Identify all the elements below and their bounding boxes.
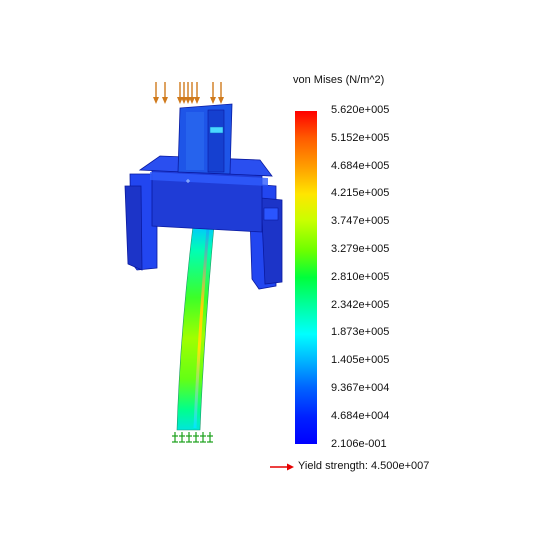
fixture-icon (193, 432, 199, 443)
legend-tick-label: 1.873e+005 (331, 326, 390, 339)
fixture-icon (186, 432, 192, 443)
legend-tick-label: 4.684e+005 (331, 159, 390, 172)
load-arrows (153, 82, 224, 104)
legend-tick-label: 3.747e+005 (331, 215, 390, 228)
yield-strength-label: Yield strength: 4.500e+007 (298, 460, 430, 472)
legend-tick-label: 4.215e+005 (331, 187, 390, 200)
bracket-body (124, 103, 283, 290)
yield-arrow-icon (270, 463, 294, 471)
load-arrow-icon (185, 82, 191, 104)
load-arrow-icon (162, 82, 168, 104)
load-arrow-icon (177, 82, 183, 104)
fixture-icon (179, 432, 185, 443)
legend-title: von Mises (N/m^2) (293, 74, 385, 86)
load-arrow-icon (210, 82, 216, 104)
legend-tick-label: 5.620e+005 (331, 104, 390, 116)
legend-tick-label: 2.810e+005 (331, 270, 390, 283)
fixtures (172, 432, 213, 443)
fixture-icon (207, 432, 213, 443)
legend-tick-label: 5.152e+005 (331, 131, 390, 144)
fixture-icon (200, 432, 206, 443)
color-scale-bar (295, 111, 317, 444)
load-arrow-icon (218, 82, 224, 104)
legend-tick-label: 1.405e+005 (331, 354, 390, 367)
legend-tick-label: 2.342e+005 (331, 298, 390, 311)
load-arrow-icon (189, 82, 195, 104)
deformed-beam (176, 225, 215, 431)
legend-tick-label: 2.106e-001 (331, 437, 387, 450)
load-arrow-icon (181, 82, 187, 104)
load-arrow-icon (153, 82, 159, 104)
legend-tick-label: 4.684e+004 (331, 409, 390, 422)
legend-tick-label: 3.279e+005 (331, 243, 390, 255)
load-arrow-icon (194, 82, 200, 104)
legend-tick-label: 9.367e+004 (331, 382, 390, 394)
fixture-icon (172, 432, 178, 443)
